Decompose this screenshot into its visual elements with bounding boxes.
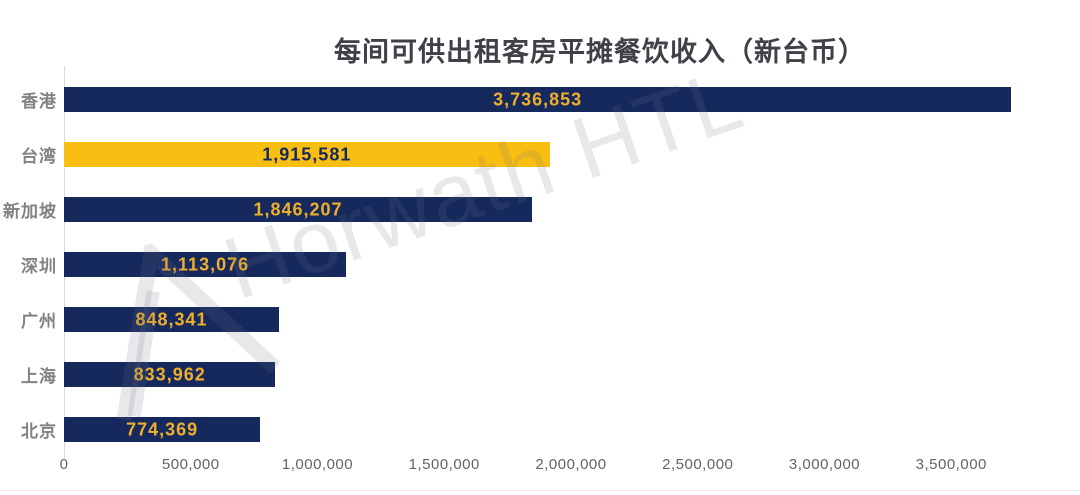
x-tick-label: 500,000 — [161, 456, 220, 473]
category-label: 深圳 — [21, 257, 57, 276]
chart-title: 每间可供出租客房平摊餐饮收入（新台币） — [334, 37, 866, 67]
bar-value-label: 3,736,853 — [493, 89, 583, 109]
bar-row: 新加坡 1,846,207 — [0, 182, 1040, 237]
bar: 1,846,207 — [64, 197, 533, 222]
bar-row: 北京 774,369 — [0, 402, 1040, 457]
bottom-divider — [0, 490, 1080, 491]
x-tick-label: 1,500,000 — [408, 456, 480, 473]
category-label: 香港 — [21, 92, 57, 111]
bar-row: 广州 848,341 — [0, 292, 1040, 347]
bar-row: 上海 833,962 — [0, 347, 1040, 402]
x-tick-label: 1,000,000 — [281, 456, 354, 473]
category-label: 北京 — [21, 422, 57, 441]
bar-value-label: 1,915,581 — [262, 144, 352, 164]
bar: 833,962 — [64, 362, 276, 387]
x-axis: 0 500,000 1,000,000 1,500,000 2,000,000 2,500… — [60, 456, 1040, 478]
bar-track: 774,369 — [64, 417, 1040, 442]
bar-track: 1,915,581 — [64, 142, 1040, 167]
x-tick-label: 3,000,000 — [788, 456, 861, 473]
bar-track: 3,736,853 — [64, 87, 1040, 112]
bar: 848,341 — [64, 307, 280, 332]
bar-value-label: 848,341 — [135, 309, 208, 329]
bar-value-label: 1,846,207 — [253, 199, 343, 219]
x-tick-label: 0 — [59, 456, 69, 473]
category-label: 上海 — [21, 367, 57, 386]
x-tick-label: 3,500,000 — [915, 456, 987, 473]
x-tick-label: 2,500,000 — [662, 456, 734, 473]
bar-track: 848,341 — [64, 307, 1040, 332]
bar-row: 香港 3,736,853 — [0, 72, 1040, 127]
bar-value-label: 774,369 — [126, 419, 199, 439]
category-label: 广州 — [21, 312, 57, 331]
bar-value-label: 1,113,076 — [161, 254, 250, 274]
plot-area: 香港 3,736,853 台湾 1,915,581 新加坡 1,846,207 深圳 1,11… — [0, 72, 1040, 457]
bar-track: 1,846,207 — [64, 197, 1040, 222]
bar: 1,113,076 — [64, 252, 347, 277]
bar: 774,369 — [64, 417, 261, 442]
category-label: 台湾 — [21, 147, 57, 166]
bar: 3,736,853 — [64, 87, 1012, 112]
bar-row: 深圳 1,113,076 — [0, 237, 1040, 292]
x-tick-label: 2,000,000 — [535, 456, 607, 473]
bar-track: 1,113,076 — [64, 252, 1040, 277]
bar-row: 台湾 1,915,581 — [0, 127, 1040, 182]
bar: 1,915,581 — [64, 142, 550, 167]
bar-track: 833,962 — [64, 362, 1040, 387]
category-label: 新加坡 — [3, 202, 57, 221]
bar-value-label: 833,962 — [133, 364, 206, 384]
